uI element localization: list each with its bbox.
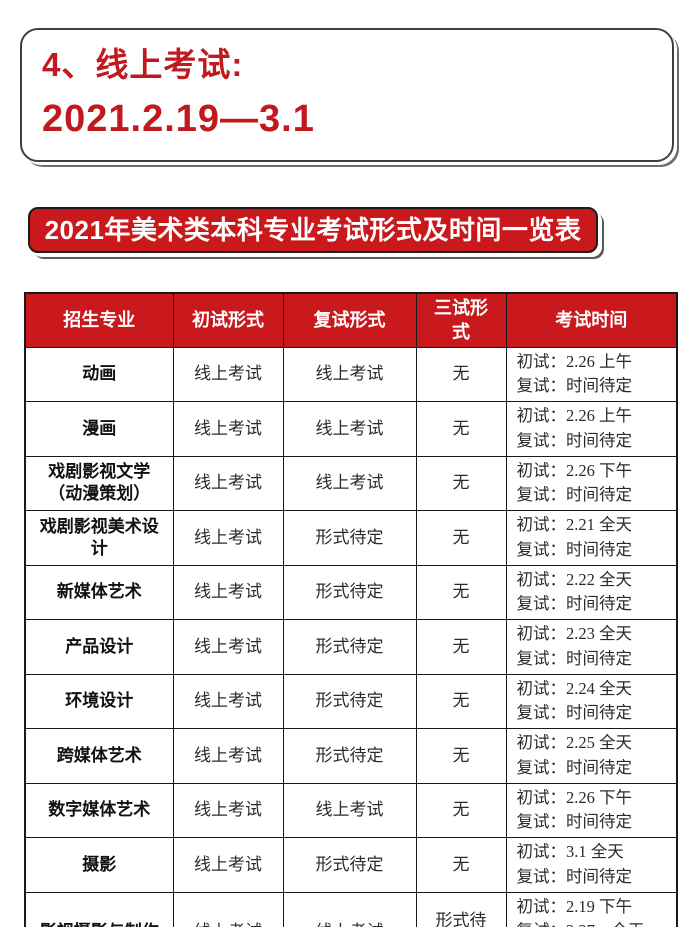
cell-third-exam: 无 — [415, 455, 507, 511]
cell-third-exam: 无 — [415, 673, 507, 729]
cell-exam-time: 初试：2.26 下午 复试：时间待定 — [505, 455, 678, 511]
cell-exam-time: 初试：2.19 下午 复试：2.27 全天 三试：时间待定 — [505, 891, 678, 927]
cell-major: 戏剧影视美术设 计 — [24, 510, 174, 566]
cell-major: 新媒体艺术 — [24, 564, 174, 620]
cell-second-exam: 线上考试 — [282, 401, 417, 457]
cell-second-exam: 线上考试 — [282, 455, 417, 511]
cell-third-exam: 无 — [415, 619, 507, 675]
cell-exam-time: 初试：2.23 全天 复试：时间待定 — [505, 619, 678, 675]
cell-exam-time: 初试：2.26 上午 复试：时间待定 — [505, 401, 678, 457]
cell-third-exam: 无 — [415, 837, 507, 893]
table-title-banner: 2021年美术类本科专业考试形式及时间一览表 — [28, 207, 598, 253]
intro-title: 4、线上考试: — [42, 46, 244, 83]
cell-second-exam: 形式待定 — [282, 619, 417, 675]
cell-first-exam: 线上考试 — [172, 346, 284, 402]
table-row: 数字媒体艺术 线上考试 线上考试 无 初试：2.26 下午 复试：时间待定 — [24, 782, 678, 838]
cell-major: 动画 — [24, 346, 174, 402]
cell-first-exam: 线上考试 — [172, 728, 284, 784]
cell-major: 跨媒体艺术 — [24, 728, 174, 784]
table-header-row: 招生专业 初试形式 复试形式 三试形 式 考试时间 — [24, 292, 678, 348]
cell-major: 数字媒体艺术 — [24, 782, 174, 838]
cell-exam-time: 初试：3.1 全天 复试：时间待定 — [505, 837, 678, 893]
cell-major: 漫画 — [24, 401, 174, 457]
table-row: 新媒体艺术 线上考试 形式待定 无 初试：2.22 全天 复试：时间待定 — [24, 564, 678, 620]
cell-exam-time: 初试：2.25 全天 复试：时间待定 — [505, 728, 678, 784]
exam-schedule-table: 招生专业 初试形式 复试形式 三试形 式 考试时间 动画 线上考试 线上考试 无… — [24, 292, 678, 927]
intro-box: 4、线上考试: 2021.2.19—3.1 — [20, 28, 674, 162]
cell-major: 戏剧影视文学 （动漫策划） — [24, 455, 174, 511]
cell-exam-time: 初试：2.26 下午 复试：时间待定 — [505, 782, 678, 838]
cell-third-exam: 无 — [415, 346, 507, 402]
cell-third-exam: 无 — [415, 564, 507, 620]
table-row: 跨媒体艺术 线上考试 形式待定 无 初试：2.25 全天 复试：时间待定 — [24, 728, 678, 784]
cell-major: 影视摄影与制作 — [24, 891, 174, 927]
table-row: 摄影 线上考试 形式待定 无 初试：3.1 全天 复试：时间待定 — [24, 837, 678, 893]
cell-second-exam: 线上考试 — [282, 782, 417, 838]
cell-first-exam: 线上考试 — [172, 401, 284, 457]
column-header-third-exam: 三试形 式 — [415, 292, 507, 348]
table-row: 影视摄影与制作 线上考试 线上考试 形式待 定 初试：2.19 下午 复试：2.… — [24, 891, 678, 927]
column-header-first-exam: 初试形式 — [172, 292, 284, 348]
cell-exam-time: 初试：2.26 上午 复试：时间待定 — [505, 346, 678, 402]
column-header-major: 招生专业 — [24, 292, 174, 348]
cell-major: 环境设计 — [24, 673, 174, 729]
cell-exam-time: 初试：2.21 全天 复试：时间待定 — [505, 510, 678, 566]
cell-first-exam: 线上考试 — [172, 564, 284, 620]
column-header-exam-time: 考试时间 — [505, 292, 678, 348]
table-row: 环境设计 线上考试 形式待定 无 初试：2.24 全天 复试：时间待定 — [24, 673, 678, 729]
cell-first-exam: 线上考试 — [172, 782, 284, 838]
cell-exam-time: 初试：2.24 全天 复试：时间待定 — [505, 673, 678, 729]
table-row: 戏剧影视文学 （动漫策划） 线上考试 线上考试 无 初试：2.26 下午 复试：… — [24, 455, 678, 511]
cell-exam-time: 初试：2.22 全天 复试：时间待定 — [505, 564, 678, 620]
cell-first-exam: 线上考试 — [172, 619, 284, 675]
cell-first-exam: 线上考试 — [172, 891, 284, 927]
cell-second-exam: 形式待定 — [282, 837, 417, 893]
cell-first-exam: 线上考试 — [172, 510, 284, 566]
cell-second-exam: 形式待定 — [282, 673, 417, 729]
table-row: 戏剧影视美术设 计 线上考试 形式待定 无 初试：2.21 全天 复试：时间待定 — [24, 510, 678, 566]
table-row: 产品设计 线上考试 形式待定 无 初试：2.23 全天 复试：时间待定 — [24, 619, 678, 675]
column-header-second-exam: 复试形式 — [282, 292, 417, 348]
cell-second-exam: 形式待定 — [282, 510, 417, 566]
cell-major: 产品设计 — [24, 619, 174, 675]
cell-major: 摄影 — [24, 837, 174, 893]
intro-date-range: 2021.2.19—3.1 — [42, 98, 315, 141]
cell-second-exam: 形式待定 — [282, 728, 417, 784]
cell-first-exam: 线上考试 — [172, 837, 284, 893]
table-row: 漫画 线上考试 线上考试 无 初试：2.26 上午 复试：时间待定 — [24, 401, 678, 457]
cell-third-exam: 形式待 定 — [415, 891, 507, 927]
cell-first-exam: 线上考试 — [172, 673, 284, 729]
cell-third-exam: 无 — [415, 401, 507, 457]
table-row: 动画 线上考试 线上考试 无 初试：2.26 上午 复试：时间待定 — [24, 346, 678, 402]
cell-second-exam: 线上考试 — [282, 346, 417, 402]
cell-second-exam: 线上考试 — [282, 891, 417, 927]
cell-third-exam: 无 — [415, 510, 507, 566]
cell-third-exam: 无 — [415, 728, 507, 784]
cell-third-exam: 无 — [415, 782, 507, 838]
cell-second-exam: 形式待定 — [282, 564, 417, 620]
cell-first-exam: 线上考试 — [172, 455, 284, 511]
